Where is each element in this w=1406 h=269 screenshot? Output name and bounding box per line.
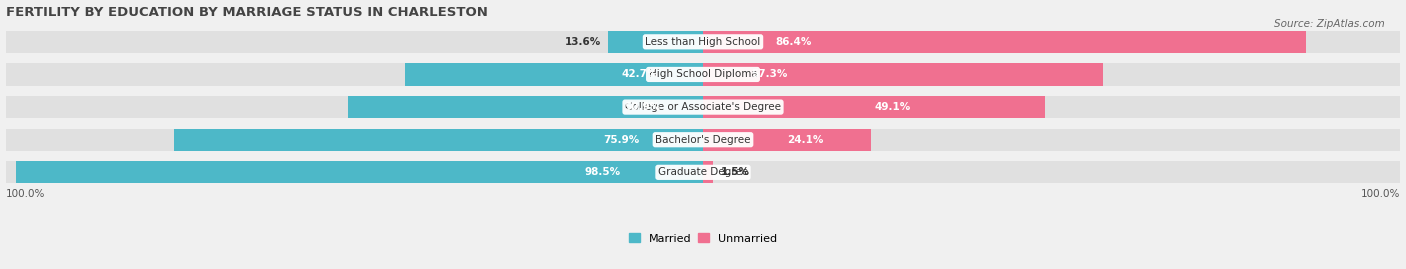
Bar — [703, 63, 1102, 86]
Bar — [6, 63, 1400, 86]
Text: 49.1%: 49.1% — [875, 102, 911, 112]
Bar — [349, 96, 703, 118]
Text: 42.7%: 42.7% — [621, 69, 658, 79]
Text: 86.4%: 86.4% — [775, 37, 811, 47]
Bar — [15, 161, 703, 183]
Text: 100.0%: 100.0% — [6, 189, 45, 199]
Text: FERTILITY BY EDUCATION BY MARRIAGE STATUS IN CHARLESTON: FERTILITY BY EDUCATION BY MARRIAGE STATU… — [6, 6, 488, 19]
Text: Bachelor's Degree: Bachelor's Degree — [655, 135, 751, 145]
Text: 1.5%: 1.5% — [720, 167, 749, 177]
Bar — [6, 129, 1400, 151]
Text: 75.9%: 75.9% — [603, 135, 640, 145]
Bar — [609, 31, 703, 53]
Bar — [6, 161, 1400, 183]
Text: College or Associate's Degree: College or Associate's Degree — [626, 102, 780, 112]
Text: 98.5%: 98.5% — [585, 167, 620, 177]
Bar — [405, 63, 703, 86]
Bar — [173, 129, 703, 151]
Bar — [703, 31, 1306, 53]
Text: Less than High School: Less than High School — [645, 37, 761, 47]
Text: 100.0%: 100.0% — [1361, 189, 1400, 199]
Legend: Married, Unmarried: Married, Unmarried — [624, 229, 782, 248]
Bar — [6, 96, 1400, 118]
Bar — [703, 129, 872, 151]
Text: 24.1%: 24.1% — [787, 135, 824, 145]
Text: Source: ZipAtlas.com: Source: ZipAtlas.com — [1274, 19, 1385, 29]
Bar — [6, 31, 1400, 53]
Text: Graduate Degree: Graduate Degree — [658, 167, 748, 177]
Bar — [703, 96, 1046, 118]
Text: High School Diploma: High School Diploma — [648, 69, 758, 79]
Bar — [703, 161, 713, 183]
Text: 57.3%: 57.3% — [751, 69, 787, 79]
Text: 13.6%: 13.6% — [565, 37, 602, 47]
Text: 50.9%: 50.9% — [624, 102, 661, 112]
